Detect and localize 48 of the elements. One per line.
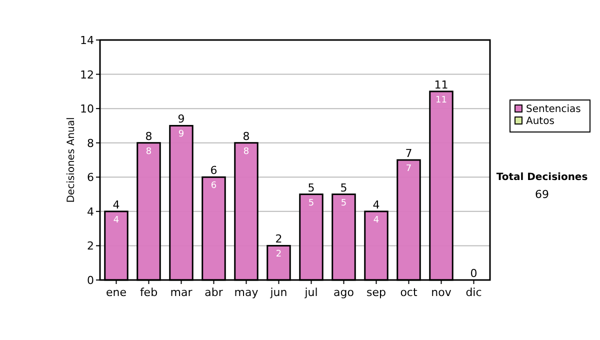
x-tick-label: jul (304, 286, 318, 299)
y-tick-label: 10 (80, 102, 94, 116)
x-tick-label: jun (269, 286, 288, 299)
x-tick-label: sep (366, 286, 386, 299)
total-label: 5 (308, 181, 315, 194)
y-tick-label: 12 (80, 68, 94, 82)
y-tick-label: 14 (80, 34, 94, 47)
x-tick-label: abr (204, 286, 224, 299)
total-label: 2 (275, 232, 282, 246)
x-tick-label: ene (106, 286, 127, 299)
y-tick-label: 8 (87, 136, 94, 150)
data-label: 5 (308, 198, 314, 208)
y-tick-label: 6 (87, 171, 94, 184)
y-tick-label: 4 (87, 205, 94, 218)
total-label: 11 (434, 78, 448, 92)
data-label: 4 (373, 215, 380, 226)
data-label: 6 (210, 181, 217, 192)
total-label: 8 (242, 130, 250, 143)
x-tick-label: may (234, 286, 259, 299)
total-label: 6 (210, 164, 218, 178)
text: Total Decisiones (496, 172, 588, 183)
total-label: 7 (405, 147, 412, 160)
x-tick-label: mar (170, 286, 193, 299)
total-label: 4 (112, 198, 120, 212)
x-tick-label: oct (400, 286, 418, 299)
data-label: 4 (113, 215, 120, 226)
data-label: 9 (178, 130, 184, 140)
x-tick-label: dic (466, 286, 482, 299)
total-label: 4 (372, 198, 380, 212)
text: 69 (535, 188, 549, 201)
legend-label: Sentencias (526, 104, 581, 115)
x-tick-label: nov (431, 286, 452, 299)
total-label: 0 (470, 267, 478, 280)
total-label: 8 (145, 130, 152, 143)
data-label: 8 (146, 146, 152, 157)
legend-label: Autos (526, 116, 554, 127)
total-label: 9 (178, 112, 185, 126)
x-tick-label: ago (334, 286, 354, 299)
data-label: 8 (243, 146, 250, 157)
data-label: 11 (436, 95, 447, 106)
data-label: 7 (406, 164, 412, 174)
x-tick-label: feb (140, 286, 158, 299)
y-tick-label: 0 (87, 274, 94, 287)
y-axis-title: Decisiones Anual (66, 117, 77, 203)
y-tick-label: 2 (87, 240, 94, 253)
total-label: 5 (340, 181, 348, 194)
data-label: 5 (340, 198, 347, 208)
data-label: 2 (276, 250, 282, 260)
